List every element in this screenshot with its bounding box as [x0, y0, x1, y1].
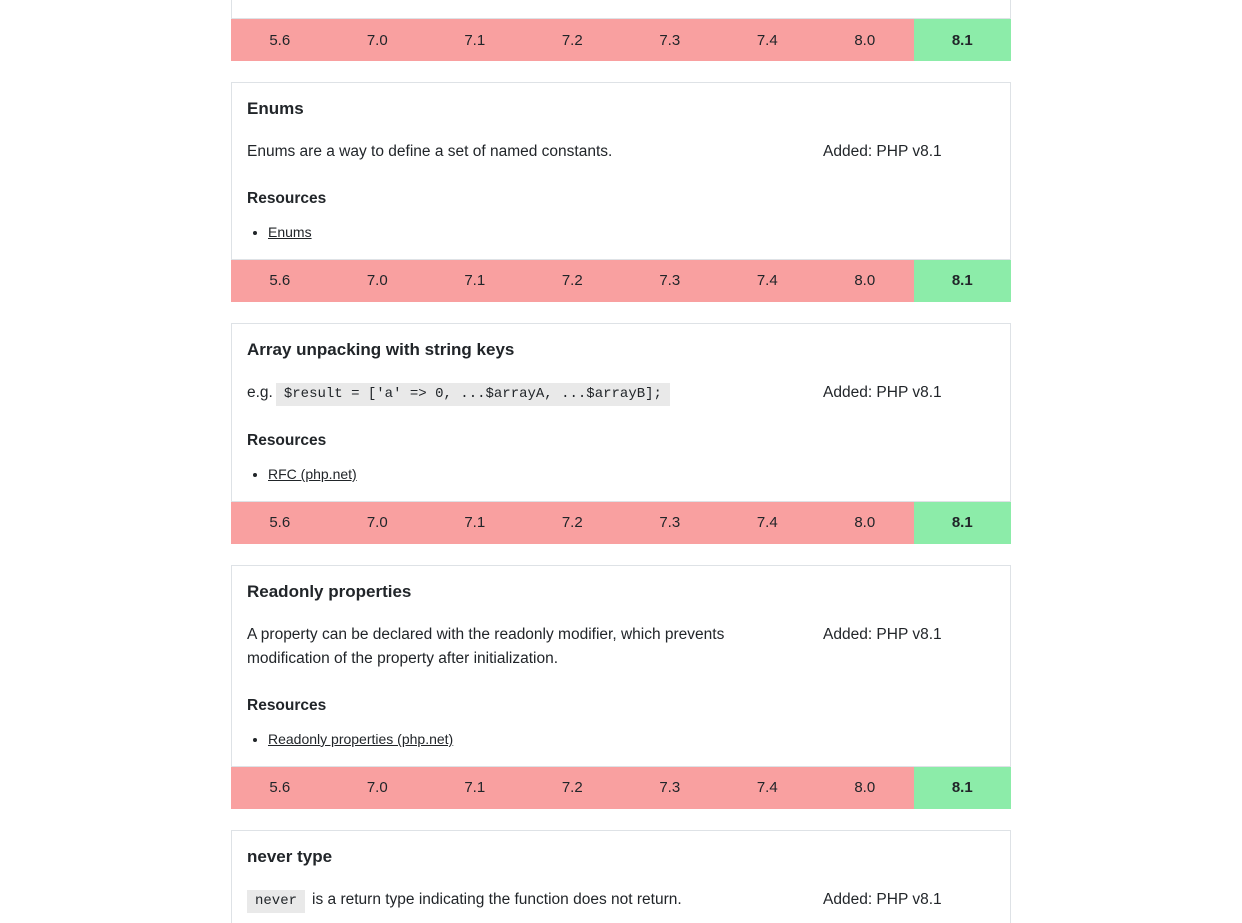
version-cell-7.4-unsupported: 7.4 — [718, 501, 816, 544]
feature-added-version: Added: PHP v8.1 — [823, 891, 942, 909]
version-cell-5.6-unsupported: 5.6 — [231, 501, 329, 544]
feature-list: 5.6 7.0 7.1 7.2 7.3 7.4 8.0 8.1 Enums Enums are… — [231, 0, 1011, 923]
resource-item: RFC (php.net) — [268, 464, 995, 485]
version-cell-8.0-unsupported: 8.0 — [816, 501, 914, 544]
feature-description: never is a return type indicating the fun… — [247, 888, 808, 914]
version-cell-7.3-unsupported: 7.3 — [621, 766, 719, 809]
feature-title: Readonly properties — [247, 581, 412, 601]
version-support-bar: 5.6 7.0 7.1 7.2 7.3 7.4 8.0 8.1 — [231, 19, 1011, 61]
feature-card-bottom-sliver — [231, 0, 1011, 19]
version-cell-5.6-unsupported: 5.6 — [231, 19, 329, 61]
version-cell-8.0-unsupported: 8.0 — [816, 766, 914, 809]
resource-link[interactable]: Enums — [268, 223, 312, 240]
feature-title: never type — [247, 846, 333, 866]
resource-link[interactable]: RFC (php.net) — [268, 465, 357, 482]
version-support-bar: 5.6 7.0 7.1 7.2 7.3 7.4 8.0 8.1 — [231, 259, 1011, 302]
version-cell-7.1-unsupported: 7.1 — [426, 766, 524, 809]
version-cell-8.1-supported: 8.1 — [913, 259, 1011, 302]
version-cell-8.1-supported: 8.1 — [913, 501, 1011, 544]
feature-title: Enums — [247, 99, 304, 118]
feature-card-body: never type never is a return type indicat… — [231, 829, 1011, 923]
feature-card-never-type: never type never is a return type indicat… — [231, 829, 1011, 923]
resources-heading: Resources — [247, 697, 327, 715]
resources-list: Enums — [247, 222, 995, 243]
resource-item: Enums — [268, 222, 995, 243]
version-cell-7.2-unsupported: 7.2 — [523, 501, 621, 544]
version-cell-7.2-unsupported: 7.2 — [523, 259, 621, 302]
version-support-bar: 5.6 7.0 7.1 7.2 7.3 7.4 8.0 8.1 — [231, 766, 1011, 809]
version-cell-7.3-unsupported: 7.3 — [621, 259, 719, 302]
feature-card-body: Enums Enums are a way to define a set of… — [231, 82, 1011, 260]
version-support-bar: 5.6 7.0 7.1 7.2 7.3 7.4 8.0 8.1 — [231, 501, 1011, 544]
feature-card-enums: Enums Enums are a way to define a set of… — [231, 82, 1011, 302]
resources-list: Readonly properties (php.net) — [247, 729, 995, 750]
example-prefix: e.g. — [247, 384, 273, 402]
resources-heading: Resources — [247, 432, 327, 450]
version-cell-7.3-unsupported: 7.3 — [621, 19, 719, 61]
version-cell-7.4-unsupported: 7.4 — [718, 259, 816, 302]
resource-item: Readonly properties (php.net) — [268, 729, 995, 750]
resources-heading: Resources — [247, 190, 327, 208]
version-cell-7.0-unsupported: 7.0 — [328, 19, 426, 61]
feature-title: Array unpacking with string keys — [247, 339, 515, 359]
feature-description-row: A property can be declared with the read… — [247, 623, 995, 671]
version-cell-7.3-unsupported: 7.3 — [621, 501, 719, 544]
version-cell-7.4-unsupported: 7.4 — [718, 19, 816, 61]
feature-description: e.g. $result = ['a' => 0, ...$arrayA, ...… — [247, 381, 808, 407]
version-cell-7.1-unsupported: 7.1 — [426, 259, 524, 302]
version-cell-7.4-unsupported: 7.4 — [718, 766, 816, 809]
feature-description-row: Enums are a way to define a set of named… — [247, 140, 995, 164]
resources-list: RFC (php.net) — [247, 464, 995, 485]
version-cell-8.0-unsupported: 8.0 — [816, 19, 914, 61]
feature-added-version: Added: PHP v8.1 — [823, 384, 942, 402]
version-cell-7.1-unsupported: 7.1 — [426, 19, 524, 61]
version-cell-7.2-unsupported: 7.2 — [523, 19, 621, 61]
feature-added-version: Added: PHP v8.1 — [823, 626, 942, 644]
feature-card-body: Readonly properties A property can be de… — [231, 564, 1011, 767]
version-cell-5.6-unsupported: 5.6 — [231, 259, 329, 302]
feature-card-partial: 5.6 7.0 7.1 7.2 7.3 7.4 8.0 8.1 — [231, 0, 1011, 61]
code-snippet: $result = ['a' => 0, ...$arrayA, ...$arr… — [275, 383, 670, 407]
feature-description-row: e.g. $result = ['a' => 0, ...$arrayA, ...… — [247, 381, 995, 407]
feature-card-readonly-properties: Readonly properties A property can be de… — [231, 564, 1011, 809]
version-cell-7.0-unsupported: 7.0 — [328, 259, 426, 302]
feature-added-version: Added: PHP v8.1 — [823, 143, 942, 161]
version-cell-8.0-unsupported: 8.0 — [816, 259, 914, 302]
resource-link[interactable]: Readonly properties (php.net) — [268, 730, 454, 747]
version-cell-7.2-unsupported: 7.2 — [523, 766, 621, 809]
feature-card-array-unpacking: Array unpacking with string keys e.g. $re… — [231, 322, 1011, 544]
version-cell-8.1-supported: 8.1 — [913, 19, 1011, 61]
feature-description: Enums are a way to define a set of named… — [247, 143, 613, 161]
version-cell-8.1-supported: 8.1 — [913, 766, 1011, 809]
feature-description: A property can be declared with the read… — [247, 626, 725, 668]
version-cell-7.0-unsupported: 7.0 — [328, 766, 426, 809]
version-cell-7.0-unsupported: 7.0 — [328, 501, 426, 544]
version-cell-7.1-unsupported: 7.1 — [426, 501, 524, 544]
feature-card-body: Array unpacking with string keys e.g. $re… — [231, 322, 1011, 502]
feature-description-text: is a return type indicating the function… — [312, 891, 682, 909]
feature-description-row: never is a return type indicating the fun… — [247, 888, 995, 914]
code-snippet: never — [247, 890, 306, 914]
version-cell-5.6-unsupported: 5.6 — [231, 766, 329, 809]
